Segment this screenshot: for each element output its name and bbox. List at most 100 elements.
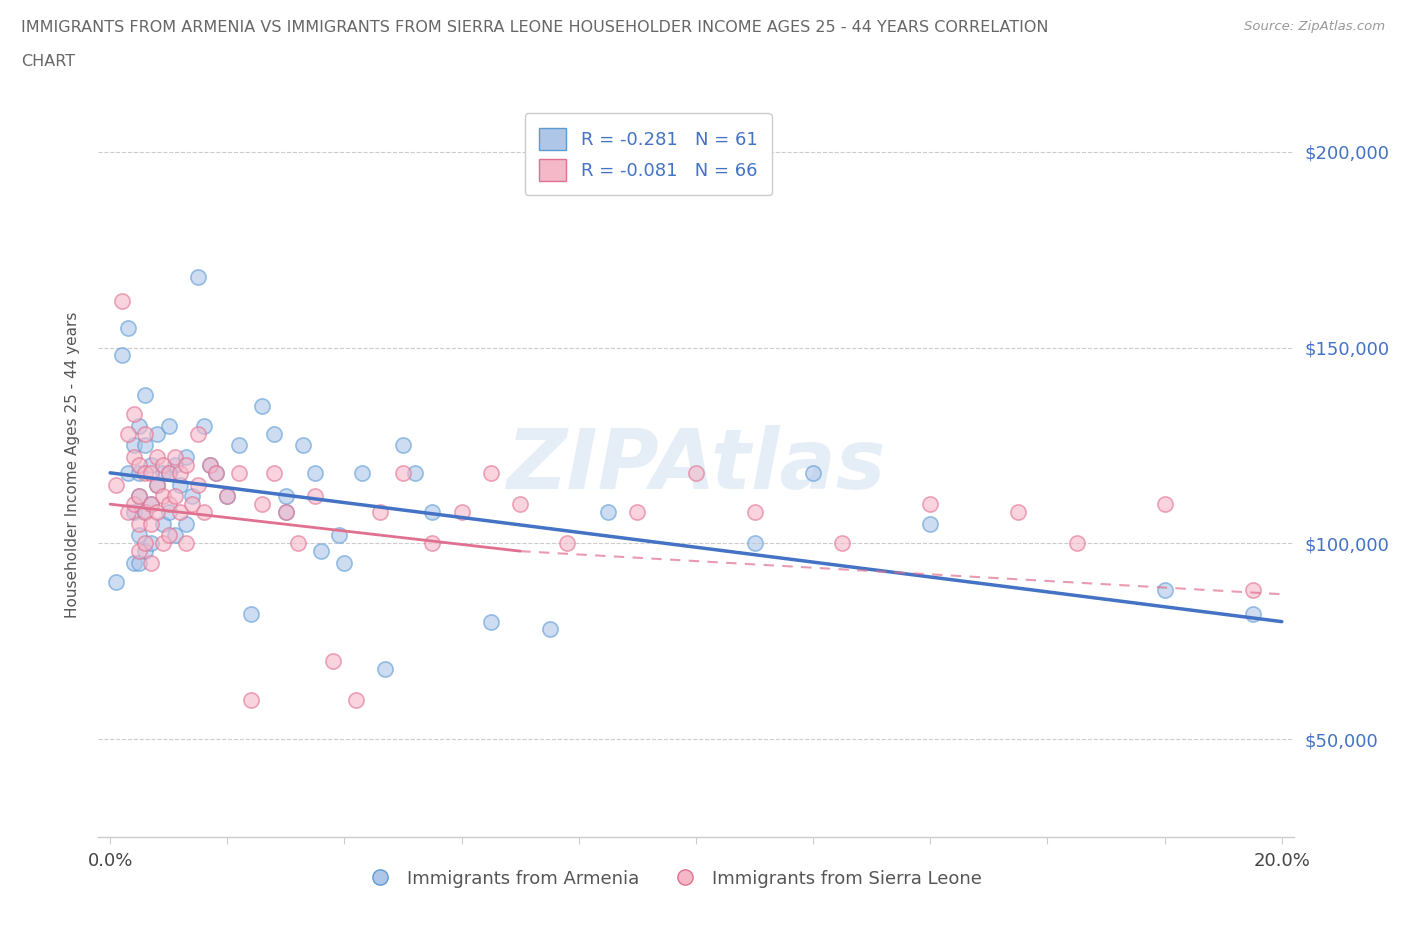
Point [157, 497, 180, 512]
Point [304, 489, 326, 504]
Point [479, 465, 502, 480]
Point [152, 516, 174, 531]
Point [111, 293, 134, 308]
Point [193, 418, 215, 433]
Point [146, 477, 169, 492]
Point [352, 465, 374, 480]
Point [128, 544, 150, 559]
Point [228, 438, 250, 453]
Point [174, 516, 197, 531]
Point [263, 426, 285, 441]
Point [239, 606, 262, 621]
Point [193, 505, 215, 520]
Point [181, 489, 204, 504]
Point [163, 528, 186, 543]
Point [450, 505, 472, 520]
Point [392, 465, 415, 480]
Point [287, 536, 309, 551]
Point [598, 505, 620, 520]
Point [1153, 583, 1175, 598]
Point [181, 497, 204, 512]
Point [1153, 497, 1175, 512]
Point [920, 516, 942, 531]
Point [134, 426, 156, 441]
Point [1007, 505, 1029, 520]
Point [392, 438, 415, 453]
Point [404, 465, 426, 480]
Point [152, 465, 174, 480]
Point [198, 458, 221, 472]
Point [744, 536, 766, 551]
Point [374, 661, 396, 676]
Point [422, 505, 444, 520]
Point [328, 528, 350, 543]
Point [157, 465, 180, 480]
Point [263, 465, 285, 480]
Point [141, 516, 163, 531]
Point [1241, 583, 1264, 598]
Point [169, 477, 191, 492]
Point [111, 348, 134, 363]
Point [479, 614, 502, 629]
Point [274, 505, 297, 520]
Point [128, 465, 150, 480]
Point [117, 505, 139, 520]
Point [831, 536, 853, 551]
Point [146, 426, 169, 441]
Point [128, 555, 150, 570]
Point [163, 458, 186, 472]
Point [174, 458, 197, 472]
Point [538, 622, 561, 637]
Point [134, 536, 156, 551]
Point [187, 270, 209, 285]
Point [1241, 606, 1264, 621]
Point [217, 489, 239, 504]
Point [217, 489, 239, 504]
Point [157, 465, 180, 480]
Point [174, 450, 197, 465]
Point [128, 418, 150, 433]
Point [292, 438, 315, 453]
Point [122, 555, 145, 570]
Point [141, 555, 163, 570]
Point [169, 505, 191, 520]
Point [134, 465, 156, 480]
Point [141, 497, 163, 512]
Point [187, 477, 209, 492]
Point [204, 465, 226, 480]
Point [333, 555, 356, 570]
Text: IMMIGRANTS FROM ARMENIA VS IMMIGRANTS FROM SIERRA LEONE HOUSEHOLDER INCOME AGES : IMMIGRANTS FROM ARMENIA VS IMMIGRANTS FR… [21, 20, 1049, 35]
Point [157, 418, 180, 433]
Point [141, 465, 163, 480]
Point [122, 406, 145, 421]
Point [368, 505, 391, 520]
Point [141, 536, 163, 551]
Point [146, 477, 169, 492]
Point [134, 505, 156, 520]
Text: CHART: CHART [21, 54, 75, 69]
Point [128, 489, 150, 504]
Point [274, 489, 297, 504]
Point [239, 693, 262, 708]
Point [304, 465, 326, 480]
Point [122, 450, 145, 465]
Point [134, 544, 156, 559]
Point [174, 536, 197, 551]
Point [163, 489, 186, 504]
Point [152, 489, 174, 504]
Point [228, 465, 250, 480]
Point [309, 544, 332, 559]
Text: ZIPAtlas: ZIPAtlas [506, 424, 886, 506]
Point [146, 505, 169, 520]
Point [252, 399, 274, 414]
Point [117, 426, 139, 441]
Point [134, 438, 156, 453]
Point [322, 654, 344, 669]
Point [169, 465, 191, 480]
Point [157, 528, 180, 543]
Point [117, 321, 139, 336]
Y-axis label: Householder Income Ages 25 - 44 years: Householder Income Ages 25 - 44 years [65, 312, 80, 618]
Point [122, 438, 145, 453]
Point [105, 575, 128, 590]
Point [555, 536, 578, 551]
